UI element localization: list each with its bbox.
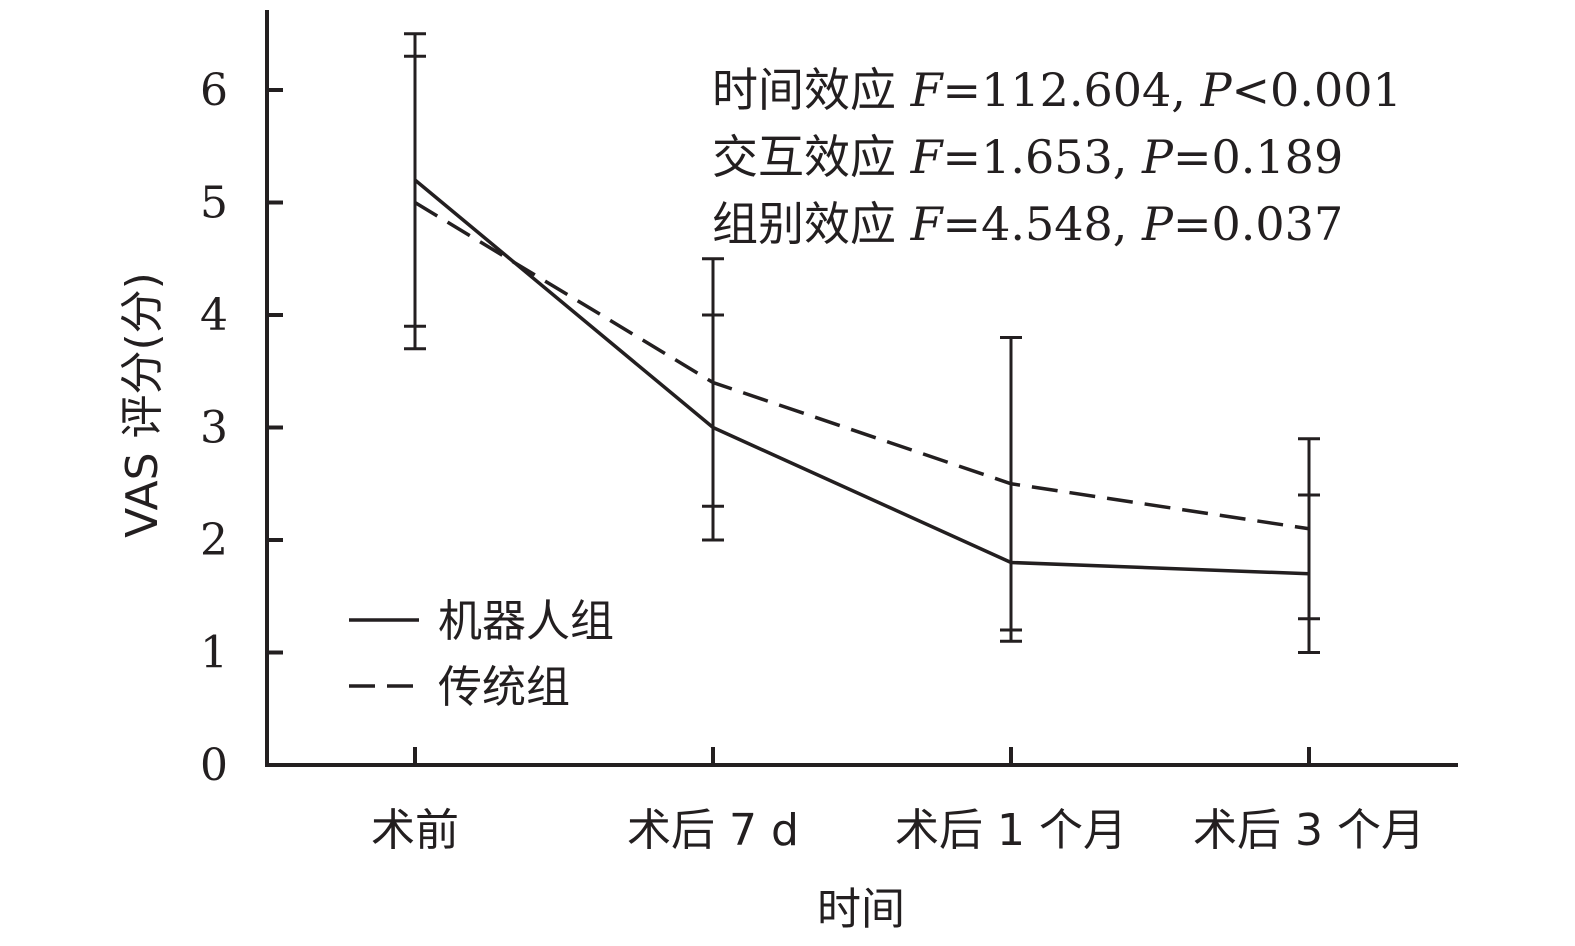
y-tick-label: 1 — [200, 628, 228, 679]
y-tick-label: 5 — [200, 178, 228, 229]
y-tick-label: 6 — [200, 65, 228, 116]
x-ticks: 术前 术后 7 d 术后 1 个月 术后 3 个月 — [371, 747, 1425, 856]
legend-label: 机器人组 — [438, 596, 614, 647]
x-axis-label: 时间 — [817, 884, 905, 935]
series-line — [414, 201, 1310, 531]
y-tick-label: 0 — [200, 740, 228, 791]
statistics-annotations: 时间效应 F=112.604, P<0.001 交互效应 F=1.653, P=0… — [712, 63, 1402, 251]
error-bars — [404, 32, 1320, 654]
y-tick-label: 4 — [200, 290, 228, 341]
y-tick-label: 2 — [200, 515, 228, 566]
stat-annotation: 组别效应 F=4.548, P=0.037 — [712, 197, 1343, 251]
x-tick-label: 术后 3 个月 — [1193, 805, 1425, 856]
stat-annotation: 时间效应 F=112.604, P<0.001 — [712, 63, 1402, 117]
legend-label: 传统组 — [438, 662, 570, 713]
y-tick-label: 3 — [200, 403, 228, 454]
x-tick-label: 术后 1 个月 — [895, 805, 1127, 856]
series-line — [413, 178, 1310, 576]
x-tick-label: 术后 7 d — [627, 805, 799, 856]
y-ticks: 0 1 2 3 4 5 6 — [200, 65, 283, 791]
series-lines — [413, 178, 1310, 576]
axes — [265, 10, 1458, 767]
stat-annotation: 交互效应 F=1.653, P=0.189 — [712, 130, 1343, 184]
y-axis-label: VAS 评分(分) — [117, 272, 168, 538]
x-tick-label: 术前 — [371, 805, 459, 856]
